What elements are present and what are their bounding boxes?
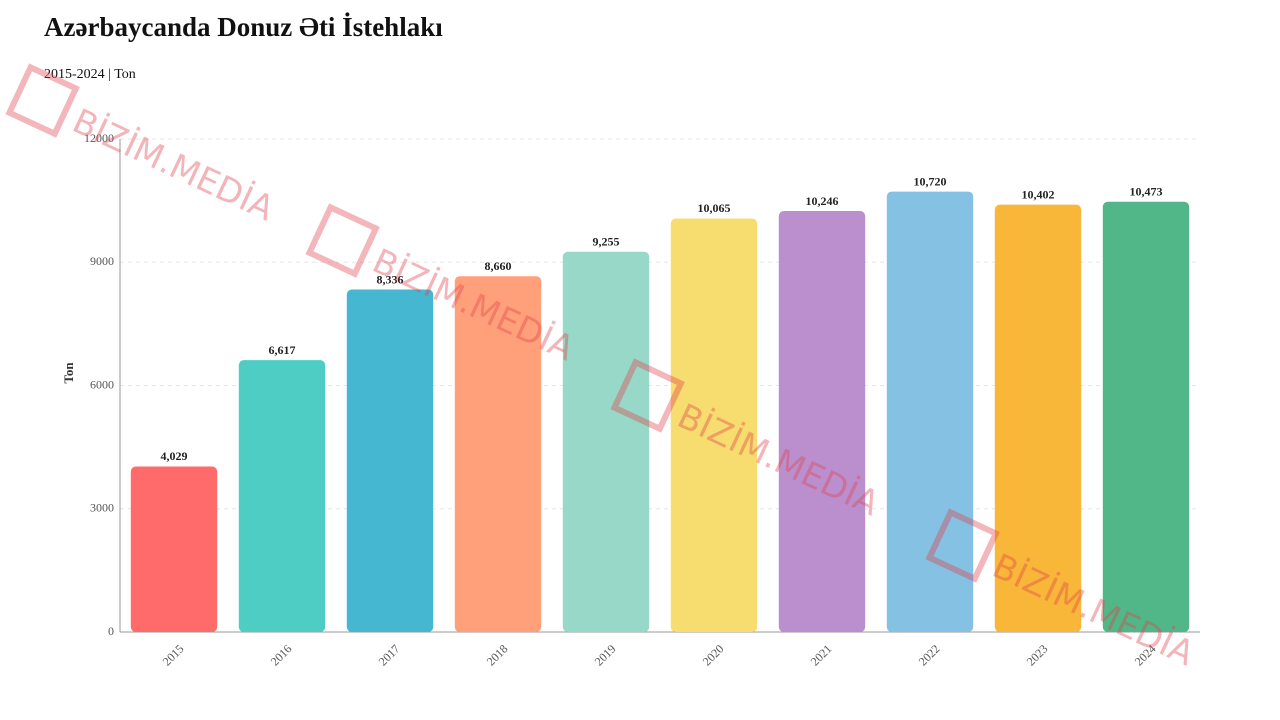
- y-tick-label: 12000: [84, 131, 114, 145]
- value-label: 10,246: [806, 194, 839, 208]
- y-tick-label: 9000: [90, 254, 114, 268]
- value-label: 9,255: [593, 235, 620, 249]
- value-label: 8,336: [377, 272, 404, 286]
- y-axis-title: Ton: [61, 362, 76, 384]
- bar: [454, 276, 542, 632]
- watermark: BİZİM.MEDİA: [66, 101, 280, 229]
- value-label: 10,473: [1130, 184, 1163, 198]
- bar: [670, 218, 758, 632]
- value-label: 4,029: [161, 449, 188, 463]
- bar: [238, 360, 326, 632]
- bar: [1102, 201, 1190, 632]
- chart-subtitle: 2015-2024 | Ton: [44, 67, 136, 82]
- bar: [346, 289, 434, 632]
- x-tick-label: 2015: [160, 642, 187, 669]
- bar: [994, 204, 1082, 632]
- watermark-logo: [5, 63, 80, 138]
- bar: [130, 466, 218, 632]
- value-label: 10,402: [1022, 187, 1055, 201]
- x-tick-label: 2017: [376, 642, 403, 669]
- value-label: 10,065: [698, 201, 731, 215]
- x-tick-label: 2018: [484, 642, 511, 669]
- x-tick-label: 2020: [700, 642, 727, 669]
- x-tick-label: 2023: [1024, 642, 1051, 669]
- y-tick-label: 6000: [90, 377, 114, 391]
- x-tick-label: 2022: [916, 642, 943, 669]
- x-tick-label: 2016: [268, 642, 295, 669]
- value-label: 6,617: [269, 343, 296, 357]
- value-label: 8,660: [485, 259, 512, 273]
- value-label: 10,720: [914, 174, 947, 188]
- watermark-logo: [925, 508, 1000, 583]
- bar: [778, 211, 866, 632]
- x-tick-label: 2019: [592, 642, 619, 669]
- y-tick-label: 0: [108, 624, 114, 638]
- x-tick-label: 2021: [808, 642, 835, 669]
- watermark-logo: [610, 358, 685, 433]
- watermark-logo: [305, 203, 380, 278]
- bar: [562, 251, 650, 632]
- bar: [886, 191, 974, 632]
- y-tick-label: 3000: [90, 501, 114, 515]
- chart-title: Azərbaycanda Donuz Əti İstehlakı: [44, 12, 443, 42]
